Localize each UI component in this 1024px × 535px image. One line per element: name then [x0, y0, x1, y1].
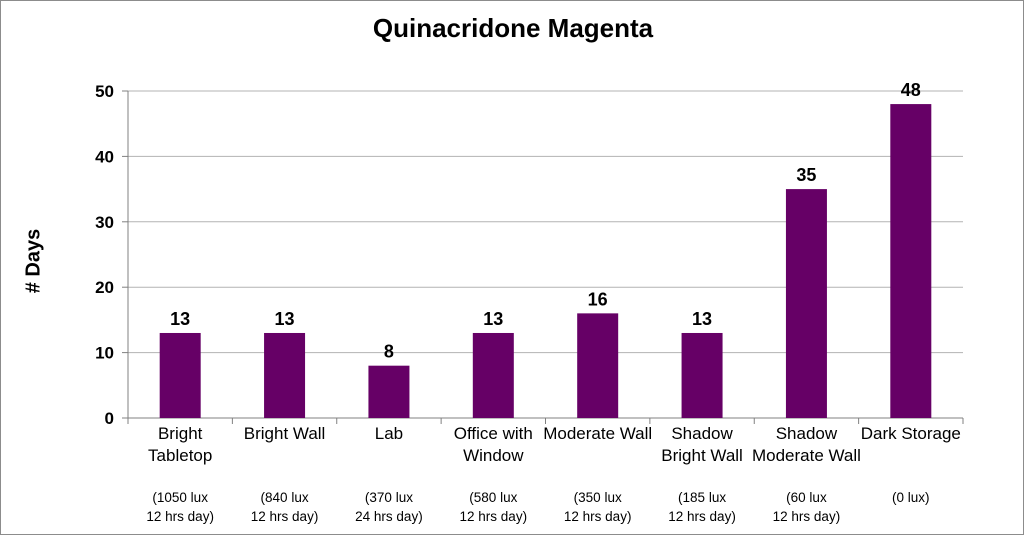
bar: [264, 332, 306, 418]
x-category-sublabel-line: 12 hrs day): [459, 509, 528, 524]
x-category-sublabel: (840 lux 12 hrs day): [230, 488, 340, 526]
x-category-label: Dark Storage: [860, 424, 961, 443]
y-tick-label: 0: [105, 409, 114, 428]
x-category-sublabel-line: (580 lux: [469, 490, 518, 505]
x-category-sublabel: (1050 lux 12 hrs day): [125, 488, 235, 526]
x-category-sublabel-line: (60 lux: [786, 490, 827, 505]
x-category-sublabel: (370 lux 24 hrs day): [334, 488, 444, 526]
x-category-label: Shadow Bright Wall: [661, 424, 743, 465]
x-category-sublabel-line: 12 hrs day): [772, 509, 841, 524]
x-category-sublabel: (0 lux): [856, 488, 966, 507]
x-category-sublabel: (350 lux 12 hrs day): [543, 488, 653, 526]
x-category-sublabel-line: 24 hrs day): [355, 509, 423, 524]
bar: [785, 189, 827, 418]
x-category-sublabel: (185 lux 12 hrs day): [647, 488, 757, 526]
bar: [681, 332, 723, 418]
x-category-label: Lab: [374, 424, 404, 443]
x-category-sublabel-line: (185 lux: [678, 490, 727, 505]
y-tick-label: 30: [95, 213, 114, 232]
data-label: 16: [588, 289, 608, 309]
x-category-sublabel-line: 12 hrs day): [563, 509, 632, 524]
data-label: 13: [275, 309, 295, 329]
data-label: 48: [901, 80, 921, 100]
y-tick-label: 10: [95, 344, 114, 363]
y-tick-label: 50: [95, 82, 114, 101]
x-category-sublabel-line: (350 lux: [573, 490, 622, 505]
x-category-sublabel-line: (1050 lux: [152, 490, 208, 505]
data-label: 13: [170, 309, 190, 329]
x-category-label: Office with Window: [453, 424, 533, 465]
bar: [577, 313, 619, 418]
x-category-sublabel: (60 lux 12 hrs day): [751, 488, 861, 526]
x-category-sublabel-line: 12 hrs day): [668, 509, 736, 524]
data-label: 35: [796, 165, 816, 185]
data-label: 13: [483, 309, 503, 329]
data-label: 8: [384, 342, 394, 362]
bar: [890, 104, 932, 418]
x-category-label: Shadow Moderate Wall: [751, 424, 861, 465]
y-tick-label: 40: [95, 147, 114, 166]
x-category-sublabel: (580 lux 12 hrs day): [438, 488, 548, 526]
x-category-sublabel-line: (370 lux: [364, 490, 413, 505]
x-category-sublabel-line: (840 lux: [260, 490, 309, 505]
x-category-sublabel-line: 12 hrs day): [146, 509, 214, 524]
bar: [368, 365, 410, 418]
x-category-label: Bright Tabletop: [148, 424, 213, 465]
bar: [159, 332, 201, 418]
bar: [472, 332, 514, 418]
x-category-label: Moderate Wall: [543, 424, 653, 443]
chart-title: Quinacridone Magenta: [372, 13, 654, 43]
data-label: 13: [692, 309, 712, 329]
x-category-label: Bright Wall: [243, 424, 326, 443]
x-category-sublabel-line: 12 hrs day): [250, 509, 319, 524]
x-category-sublabel-line: (0 lux): [892, 490, 930, 505]
y-tick-label: 20: [95, 278, 114, 297]
